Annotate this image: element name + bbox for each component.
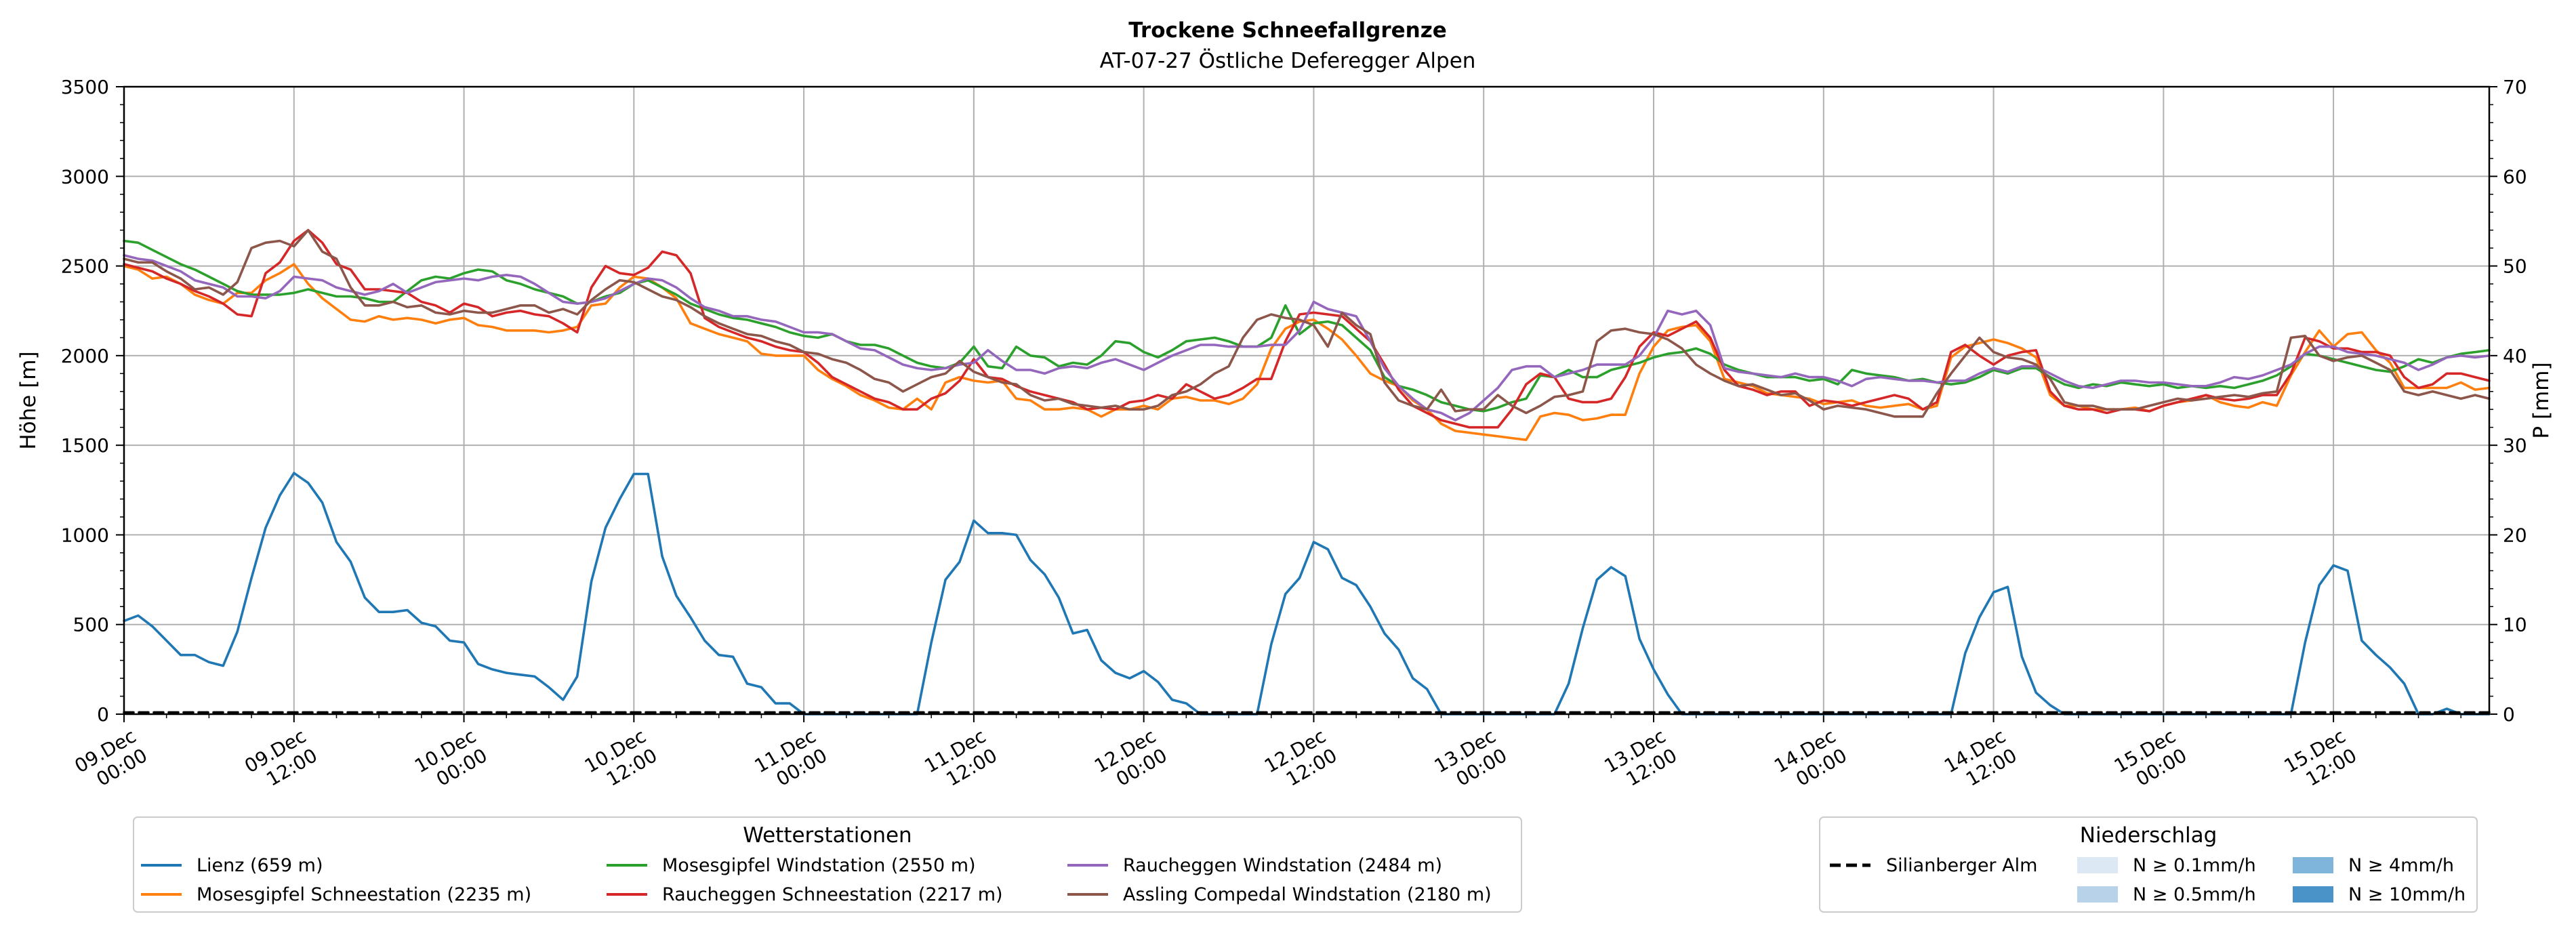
- legend-label: Lienz (659 m): [197, 855, 323, 876]
- legend-stations: Wetterstationen Lienz (659 m) Mosesgipfel…: [133, 816, 1522, 913]
- y2-tick-label: 10: [2503, 614, 2527, 636]
- y2-axis-label: P [mm]: [2529, 362, 2554, 438]
- x-tick-label: 15.Dec00:00: [2110, 724, 2190, 797]
- x-tick-label: 13.Dec00:00: [1431, 724, 1511, 797]
- chart-subtitle: AT-07-27 Östliche Deferegger Alpen: [1100, 48, 1476, 73]
- y2-tick-label: 20: [2503, 524, 2527, 546]
- legend-label: Raucheggen Schneestation (2217 m): [662, 884, 1003, 905]
- y-tick-label: 500: [73, 614, 109, 636]
- x-tick-label: 14.Dec12:00: [1940, 724, 2020, 797]
- x-tick-label: 14.Dec00:00: [1770, 724, 1850, 797]
- y2-tick-label: 60: [2503, 165, 2527, 188]
- y-tick-label: 3500: [61, 76, 109, 98]
- series-line: [123, 253, 2491, 421]
- x-tick-label: 13.Dec12:00: [1601, 724, 1681, 797]
- precip-label: N ≥ 0.5mm/h: [2133, 884, 2256, 905]
- x-tick-label: 09.Dec12:00: [241, 724, 321, 797]
- legend-precip-line-label: Silianberger Alm: [1886, 855, 2037, 876]
- legend-label: Raucheggen Windstation (2484 m): [1123, 855, 1442, 876]
- plot-frame: [123, 85, 2491, 716]
- x-axis: 09.Dec00:00 09.Dec12:00 10.Dec00:00 10.Dec1…: [71, 714, 2461, 797]
- series-line: [123, 228, 2491, 418]
- series-line: [123, 472, 2491, 716]
- series-line: [123, 239, 2491, 413]
- x-tick-label: 11.Dec12:00: [920, 724, 1000, 797]
- legend-label: Assling Compedal Windstation (2180 m): [1123, 884, 1492, 905]
- x-tick-label: 15.Dec12:00: [2281, 724, 2360, 797]
- y-axis-right: 0 10 20 30 40 50 60 70: [2489, 76, 2527, 726]
- precip-label: N ≥ 0.1mm/h: [2133, 855, 2256, 876]
- precip-swatch: [2077, 857, 2118, 873]
- precip-swatch: [2293, 857, 2333, 873]
- x-tick-label: 09.Dec00:00: [71, 724, 151, 797]
- grid-lines: [123, 86, 2489, 715]
- y-tick-label: 1500: [61, 434, 109, 457]
- legend-precip: Niederschlag Silianberger Alm N ≥ 0.1mm/…: [1819, 816, 2478, 913]
- y-axis-label: Höhe [m]: [16, 351, 41, 449]
- x-tick-label: 10.Dec12:00: [581, 724, 661, 797]
- series-lines: [123, 228, 2491, 716]
- precip-swatch: [2293, 886, 2333, 903]
- y-tick-label: 0: [97, 703, 109, 726]
- y2-tick-label: 70: [2503, 76, 2527, 98]
- chart-title: Trockene Schneefallgrenze: [1128, 18, 1447, 43]
- y2-tick-label: 30: [2503, 434, 2527, 457]
- legend-label: Mosesgipfel Windstation (2550 m): [662, 855, 976, 876]
- y2-tick-label: 0: [2503, 703, 2515, 726]
- y2-tick-label: 50: [2503, 255, 2527, 278]
- legend-precip-title: Niederschlag: [2080, 823, 2217, 848]
- legend-precip-items: N ≥ 0.1mm/h N ≥ 0.5mm/h N ≥ 4mm/h N ≥ 10mm/…: [2077, 855, 2466, 905]
- y2-tick-label: 40: [2503, 345, 2527, 367]
- series-line: [123, 263, 2491, 442]
- legend-stations-items: Lienz (659 m) Mosesgipfel Schneestation (…: [141, 855, 1492, 905]
- precip-swatch: [2077, 886, 2118, 903]
- x-tick-label: 12.Dec00:00: [1090, 724, 1170, 797]
- y-tick-label: 2000: [61, 345, 109, 367]
- precip-label: N ≥ 10mm/h: [2348, 884, 2466, 905]
- y-tick-label: 3000: [61, 165, 109, 188]
- x-tick-label: 10.Dec00:00: [411, 724, 491, 797]
- x-tick-label: 12.Dec12:00: [1261, 724, 1341, 797]
- legend-stations-title: Wetterstationen: [743, 823, 912, 848]
- precip-label: N ≥ 4mm/h: [2348, 855, 2454, 876]
- legend-label: Mosesgipfel Schneestation (2235 m): [197, 884, 531, 905]
- legend-stations-frame: [133, 816, 1522, 913]
- y-axis-left: 0 500 1000 1500 2000 2500 3000 3500: [61, 76, 124, 726]
- y-tick-label: 2500: [61, 255, 109, 278]
- x-tick-label: 11.Dec00:00: [751, 724, 831, 797]
- y-tick-label: 1000: [61, 524, 109, 546]
